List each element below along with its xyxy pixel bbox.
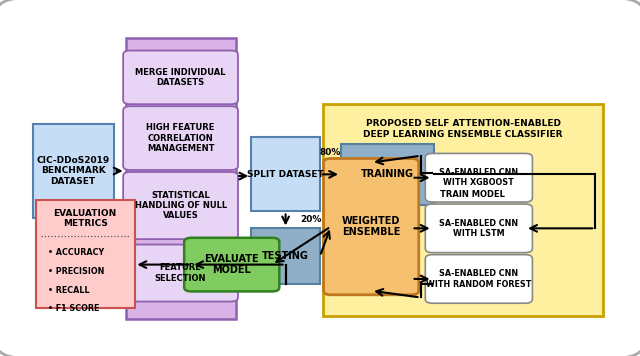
Text: HIGH FEATURE
CORRELATION
MANAGEMENT: HIGH FEATURE CORRELATION MANAGEMENT: [147, 123, 215, 153]
Text: • RECALL: • RECALL: [48, 286, 90, 294]
Text: TESTING: TESTING: [262, 251, 309, 261]
FancyBboxPatch shape: [123, 245, 238, 302]
FancyBboxPatch shape: [324, 158, 419, 295]
Bar: [341, 144, 434, 205]
Text: CIC-DDoS2019
BENCHMARK
DATASET: CIC-DDoS2019 BENCHMARK DATASET: [36, 156, 110, 186]
Bar: [251, 228, 320, 284]
Text: EVALUATION
METRICS: EVALUATION METRICS: [54, 209, 116, 228]
Text: SA-ENABLED CNN
WITH RANDOM FOREST: SA-ENABLED CNN WITH RANDOM FOREST: [426, 269, 532, 289]
Text: MERGE INDIVIDUAL
DATASETS: MERGE INDIVIDUAL DATASETS: [135, 68, 226, 87]
Bar: [36, 200, 134, 308]
FancyBboxPatch shape: [184, 238, 279, 292]
Text: DATA
PREPROCESSING: DATA PREPROCESSING: [135, 52, 227, 74]
FancyBboxPatch shape: [426, 204, 532, 253]
Text: TRAIN MODEL: TRAIN MODEL: [440, 190, 504, 199]
Text: SPLIT DATASET: SPLIT DATASET: [247, 170, 324, 179]
Bar: [251, 137, 320, 211]
Text: STATISTICAL
HANDLING OF NULL
VALUES: STATISTICAL HANDLING OF NULL VALUES: [134, 191, 227, 220]
Bar: [125, 38, 236, 319]
Text: EVALUATE
MODEL: EVALUATE MODEL: [204, 254, 259, 276]
FancyBboxPatch shape: [123, 51, 238, 104]
Bar: [323, 104, 603, 316]
Text: SA-ENABLED CNN
WITH XGBOOST: SA-ENABLED CNN WITH XGBOOST: [439, 168, 518, 187]
Text: • ACCURACY: • ACCURACY: [48, 248, 104, 257]
Text: • F1 SCORE: • F1 SCORE: [48, 304, 99, 313]
Text: PROPOSED SELF ATTENTION-ENABLED
DEEP LEARNING ENSEMBLE CLASSIFIER: PROPOSED SELF ATTENTION-ENABLED DEEP LEA…: [364, 119, 563, 139]
Text: 20%: 20%: [301, 215, 322, 224]
FancyBboxPatch shape: [426, 255, 532, 303]
FancyBboxPatch shape: [426, 153, 532, 202]
FancyBboxPatch shape: [123, 106, 238, 170]
FancyBboxPatch shape: [123, 172, 238, 239]
Text: 80%: 80%: [320, 148, 341, 157]
Text: SA-ENABLED CNN
WITH LSTM: SA-ENABLED CNN WITH LSTM: [439, 219, 518, 238]
Text: WEIGHTED
ENSEMBLE: WEIGHTED ENSEMBLE: [342, 216, 401, 237]
Text: FEATURE
SELECTION: FEATURE SELECTION: [155, 263, 206, 283]
Bar: [33, 124, 113, 218]
Text: TRAINING: TRAINING: [361, 169, 414, 179]
Text: • PRECISION: • PRECISION: [48, 267, 104, 276]
